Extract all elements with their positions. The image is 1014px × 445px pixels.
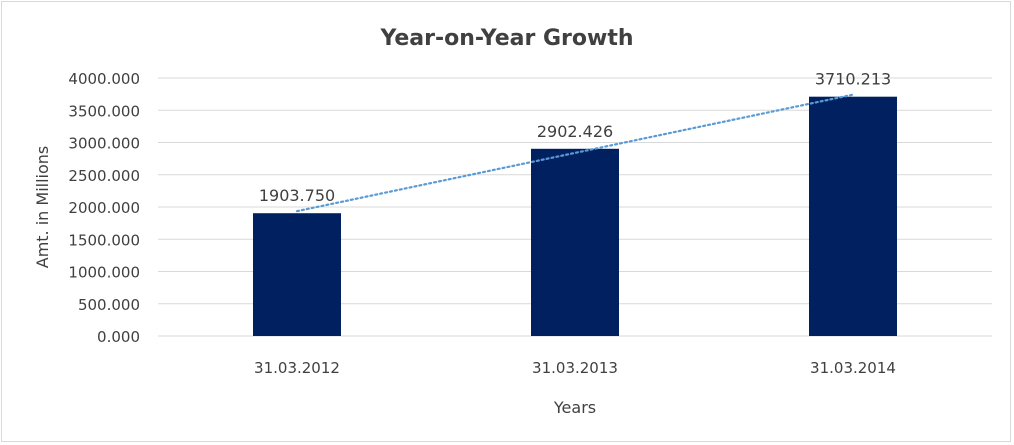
x-tick-label: 31.03.2013 xyxy=(532,359,618,377)
y-tick-label: 2000.000 xyxy=(68,199,140,217)
y-axis-label: Amt. in Millions xyxy=(33,146,52,269)
bar xyxy=(253,213,341,336)
y-tick-label: 1000.000 xyxy=(68,264,140,282)
x-tick-label: 31.03.2014 xyxy=(810,359,896,377)
trendline xyxy=(295,93,855,213)
chart-title: Year-on-Year Growth xyxy=(379,26,633,51)
bar xyxy=(809,96,897,337)
y-tick-label: 2500.000 xyxy=(68,167,140,185)
data-label: 2902.426 xyxy=(537,122,613,141)
y-tick-label: 4000.000 xyxy=(68,70,140,88)
data-label: 3710.213 xyxy=(815,70,891,89)
y-tick-label: 3500.000 xyxy=(68,102,140,120)
x-axis-label: Years xyxy=(553,398,596,417)
y-tick-label: 1500.000 xyxy=(68,231,140,249)
y-tick-label: 0.000 xyxy=(97,328,140,346)
y-tick-label: 500.000 xyxy=(78,296,140,314)
y-tick-label: 3000.000 xyxy=(68,135,140,153)
x-tick-label: 31.03.2012 xyxy=(254,359,340,377)
bar xyxy=(531,148,619,336)
data-label: 1903.750 xyxy=(259,186,335,205)
